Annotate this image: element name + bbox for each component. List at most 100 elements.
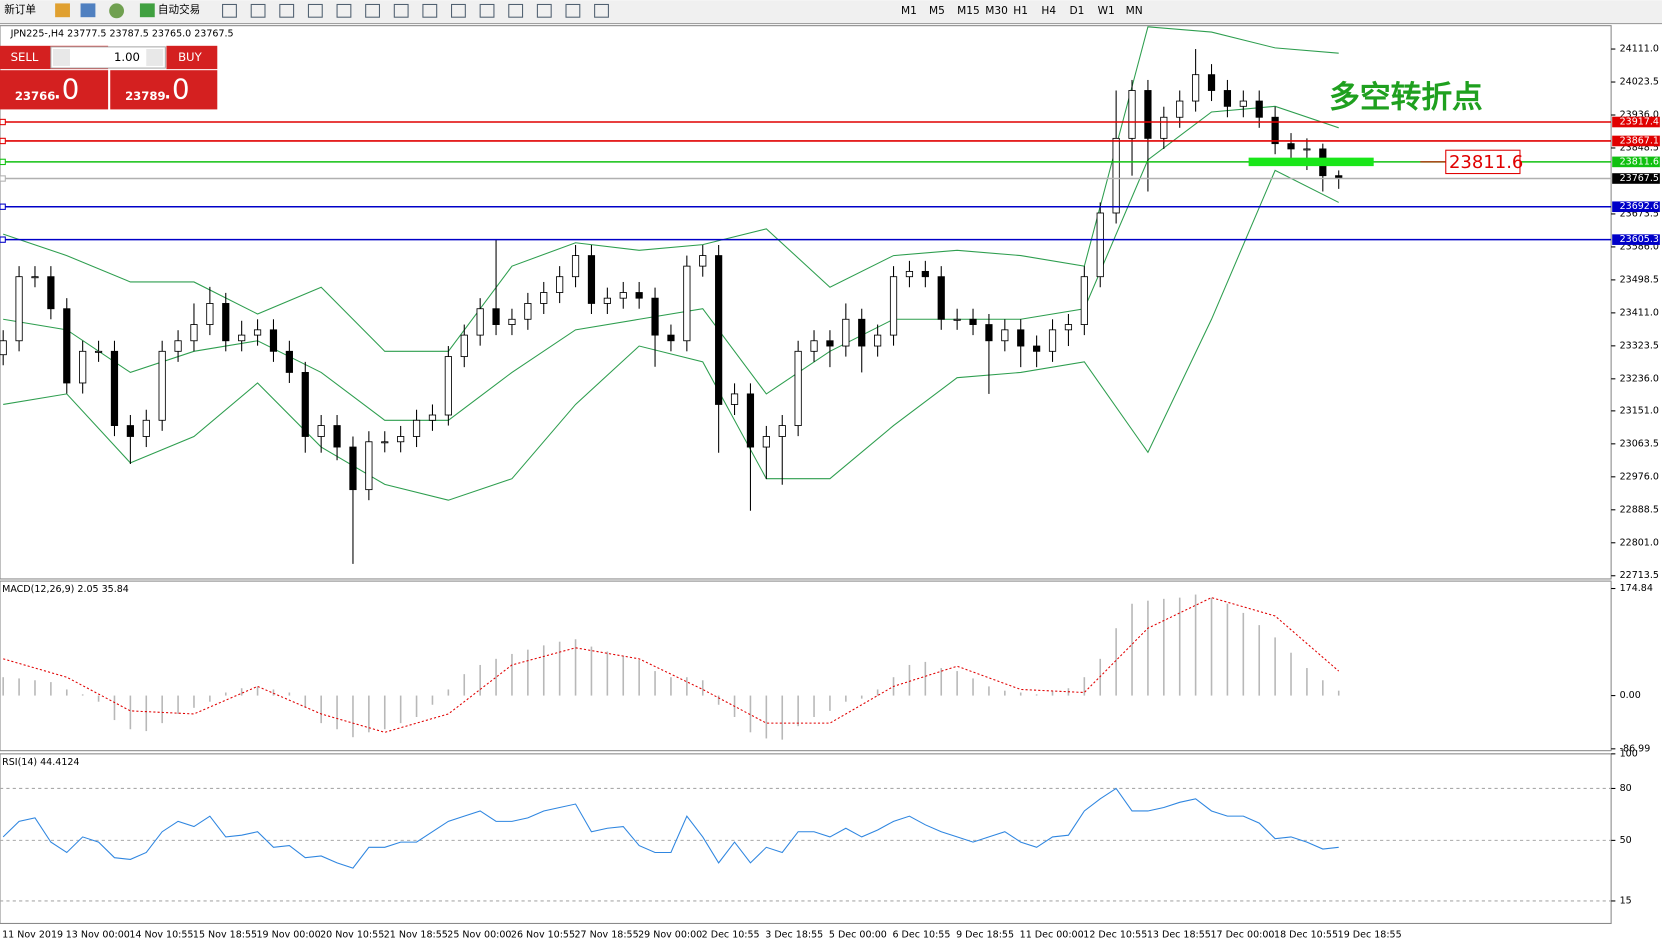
candle-body [428, 414, 437, 421]
x-tick-label: 2 Dec 10:55 [702, 930, 760, 941]
x-tick-label: 13 Dec 18:55 [1147, 930, 1211, 941]
candle-body [715, 255, 723, 405]
macd-frame [0, 580, 1612, 752]
candle-body [1176, 100, 1184, 118]
candle-body [1239, 100, 1247, 107]
tool-icon[interactable] [536, 3, 552, 18]
candle-body [47, 276, 55, 310]
buy-price-box[interactable] [110, 70, 218, 110]
level-label-box [1612, 201, 1660, 213]
icon[interactable] [55, 3, 70, 18]
candle-body [1160, 116, 1168, 139]
buy-button[interactable] [166, 45, 218, 70]
y-tick-label: 23498.5 [1620, 274, 1659, 285]
candle-body [1033, 345, 1041, 352]
volume-up[interactable] [146, 48, 164, 66]
y-tick-label: 15 [1620, 895, 1632, 906]
buy-price-big: .0 [163, 73, 189, 105]
new-order-button[interactable]: 新订单 [4, 3, 36, 16]
tool-icon[interactable] [422, 3, 438, 18]
level-label: 23917.4 [1620, 117, 1659, 128]
x-tick-label: 13 Nov 00:00 [66, 930, 130, 941]
tool-icon[interactable] [393, 3, 409, 18]
tool-icon[interactable] [279, 3, 295, 18]
candle-body [94, 350, 103, 353]
level-label-box [1612, 135, 1660, 147]
volume-value[interactable]: 1.00 [114, 50, 140, 64]
level-label: 23767.5 [1620, 173, 1659, 184]
auto-trading-button[interactable]: 自动交易 [158, 3, 200, 16]
y-tick-label: 22801.0 [1620, 537, 1659, 548]
sell-price-box[interactable] [0, 70, 109, 110]
candle-body [810, 340, 818, 352]
candle-body [412, 419, 421, 437]
timeframe-button[interactable]: M15 [957, 5, 980, 17]
candle-body [253, 329, 262, 336]
timeframe-button[interactable]: W1 [1098, 5, 1115, 17]
x-tick-label: 19 Nov 00:00 [257, 930, 321, 941]
macd-signal [3, 597, 1340, 733]
level-marker [0, 118, 6, 126]
y-tick-label: 23236.0 [1620, 373, 1659, 384]
candle-body [969, 318, 977, 325]
tool-icon[interactable] [307, 3, 323, 18]
tool-icon[interactable] [565, 3, 581, 18]
timeframe-button[interactable]: M30 [985, 5, 1008, 17]
candle-body [1112, 137, 1120, 214]
pivot-value: 23811.6 [1449, 152, 1523, 173]
candle-body [746, 393, 755, 448]
volume-input[interactable] [50, 46, 166, 69]
candle-body [0, 340, 7, 356]
x-tick-label: 11 Dec 00:00 [1020, 930, 1084, 941]
y-tick-label: 0.00 [1620, 690, 1641, 701]
tool-icon[interactable] [479, 3, 495, 18]
candle-body [1223, 90, 1232, 107]
level-label-box [1612, 234, 1660, 245]
candle-body [1048, 329, 1057, 352]
tool-icon[interactable] [365, 3, 380, 18]
tool-icon[interactable] [508, 3, 524, 18]
candle-body [397, 436, 405, 443]
panel-title: MACD(12,26,9) 2.05 35.84 [2, 584, 129, 595]
y-tick-label: 23673.5 [1620, 208, 1659, 219]
y-tick-label: 23063.5 [1620, 438, 1659, 449]
candle-body [508, 318, 516, 325]
candle-body [444, 356, 452, 416]
panel-title: RSI(14) 44.4124 [2, 757, 79, 768]
candle-body [63, 308, 71, 384]
candle-body [874, 334, 882, 347]
volume-down[interactable] [52, 48, 70, 66]
tool-icon[interactable] [222, 3, 237, 18]
timeframe-button[interactable]: D1 [1069, 5, 1084, 17]
candle-body [603, 297, 611, 304]
timeframe-button[interactable]: M1 [901, 5, 917, 17]
candle-body [126, 425, 134, 437]
tool-icon[interactable] [336, 3, 352, 18]
y-tick-label: 23586.0 [1620, 241, 1659, 252]
timeframe-button[interactable]: M5 [929, 5, 945, 17]
sell-label[interactable]: SELL [11, 50, 39, 64]
candle-body [1192, 74, 1200, 102]
icon[interactable] [139, 3, 155, 18]
timeframe-button[interactable]: H1 [1013, 5, 1028, 17]
candle-body [1287, 143, 1295, 150]
timeframe-button[interactable]: MN [1126, 5, 1143, 17]
timeframe-button[interactable]: H4 [1041, 5, 1056, 17]
candle-body [1207, 74, 1216, 91]
level-label: 23811.6 [1620, 156, 1659, 167]
tool-icon[interactable] [451, 3, 466, 18]
tool-icon[interactable] [594, 3, 609, 18]
buy-label[interactable]: BUY [178, 50, 203, 64]
candle-body [1064, 324, 1073, 331]
icon[interactable] [80, 3, 96, 18]
candle-body [269, 329, 278, 352]
candle-body [476, 308, 484, 336]
x-tick-label: 12 Dec 10:55 [1083, 930, 1147, 941]
x-tick-label: 25 Nov 00:00 [447, 930, 511, 941]
candle-body [826, 340, 834, 347]
tool-icon[interactable] [250, 3, 266, 18]
candle-body [238, 334, 246, 342]
x-tick-label: 26 Nov 10:55 [511, 930, 575, 941]
icon[interactable] [109, 3, 125, 19]
